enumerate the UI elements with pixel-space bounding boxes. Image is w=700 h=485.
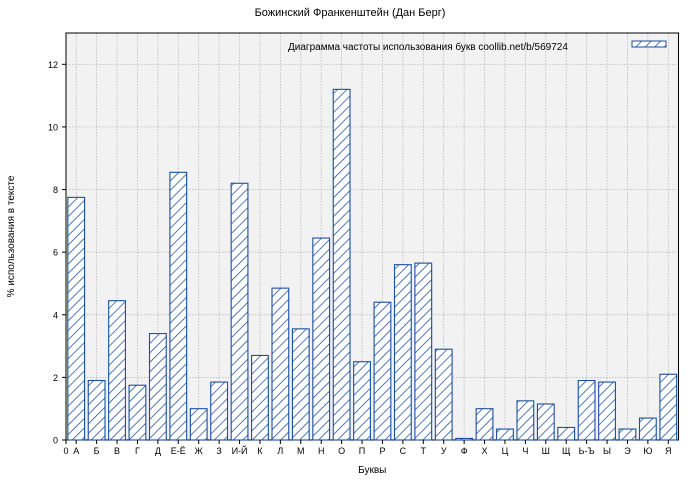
svg-text:Г: Г [135, 446, 140, 456]
svg-text:Д: Д [155, 446, 161, 456]
svg-text:Ф: Ф [461, 446, 468, 456]
svg-text:Б: Б [94, 446, 100, 456]
svg-text:М: М [297, 446, 305, 456]
svg-text:О: О [338, 446, 345, 456]
svg-text:Т: Т [421, 446, 427, 456]
svg-text:10: 10 [48, 122, 58, 132]
svg-text:12: 12 [48, 60, 58, 70]
svg-text:Ь-Ъ: Ь-Ъ [579, 446, 595, 456]
svg-text:И-Й: И-Й [232, 445, 248, 456]
svg-text:Буквы: Буквы [358, 465, 386, 476]
svg-text:К: К [257, 446, 263, 456]
svg-text:Ю: Ю [643, 446, 652, 456]
svg-text:Ц: Ц [502, 446, 509, 456]
svg-text:Н: Н [318, 446, 325, 456]
svg-text:0: 0 [63, 446, 68, 456]
svg-text:% использования в тексте: % использования в тексте [6, 175, 17, 297]
svg-text:С: С [400, 446, 407, 456]
svg-text:Л: Л [277, 446, 283, 456]
svg-text:2: 2 [53, 373, 58, 383]
svg-text:6: 6 [53, 248, 58, 258]
svg-text:Божинский Франкенштейн (Дан Бе: Божинский Франкенштейн (Дан Берг) [255, 7, 446, 19]
svg-text:Х: Х [482, 446, 488, 456]
svg-text:8: 8 [53, 185, 58, 195]
svg-text:4: 4 [53, 310, 58, 320]
svg-text:Диаграмма частоты использовани: Диаграмма частоты использования букв coo… [288, 41, 568, 53]
svg-text:Э: Э [624, 446, 631, 456]
svg-text:Ж: Ж [195, 446, 204, 456]
svg-text:П: П [359, 446, 365, 456]
svg-text:А: А [73, 446, 79, 456]
svg-text:Ы: Ы [603, 446, 611, 456]
svg-text:В: В [114, 446, 120, 456]
svg-text:0: 0 [53, 436, 58, 446]
svg-text:У: У [441, 446, 447, 456]
svg-text:Ш: Ш [542, 446, 550, 456]
svg-text:Я: Я [665, 446, 672, 456]
svg-text:Р: Р [379, 446, 385, 456]
svg-text:З: З [216, 446, 221, 456]
svg-text:Е-Ё: Е-Ё [171, 446, 186, 456]
svg-text:Щ: Щ [562, 446, 571, 456]
svg-text:Ч: Ч [522, 446, 528, 456]
